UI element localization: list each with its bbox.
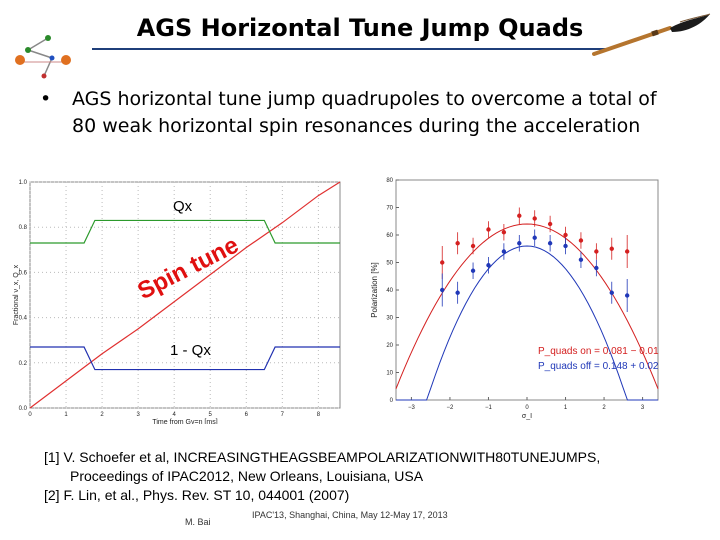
- qx-line: [30, 219, 340, 244]
- bullet-marker: •: [40, 88, 52, 110]
- data-point-quads-on: [609, 246, 614, 251]
- data-point-quads-off: [624, 293, 630, 298]
- tune-plot-frame: [29, 181, 341, 409]
- data-point-quads-on: [547, 221, 553, 227]
- tune-x-tick-label: 4: [173, 412, 177, 418]
- tune-x-tick-label: 1: [64, 412, 68, 418]
- bullet-text-line2: 80 weak horizontal spin resonances durin…: [72, 115, 641, 137]
- tune-plot-svg: 0 1 2 3 4 5 6 7 8 0.0 0.2 0.4 0.6 0.8 1.0 Time from Gγ=…: [13, 180, 341, 426]
- data-point-quads-off: [578, 257, 584, 262]
- data-point-quads-on: [624, 249, 630, 254]
- data-point-quads-off: [547, 241, 553, 246]
- tune-y-tick-label: 0.2: [19, 361, 28, 367]
- one-minus-qx-line: [30, 346, 340, 371]
- tune-x-tick-label: 3: [136, 412, 140, 418]
- polarization-plot-svg: −3 −2 −1 0 1 2 301020304050607080σ_IPolarizati…: [370, 178, 659, 420]
- data-point-quads-off: [594, 265, 599, 271]
- data-point-quads-on: [532, 216, 537, 221]
- pol-x-tick-label: −2: [447, 405, 455, 411]
- tune-y-axis-label: Fractional ν_x, Q_x: [13, 264, 20, 325]
- data-point-quads-off: [455, 290, 460, 295]
- qx-label: Qx: [173, 198, 193, 215]
- pol-y-tick-label: 60: [386, 233, 393, 239]
- one-minus-qx-label: 1 - Qx: [170, 342, 211, 359]
- tune-x-tick-label: 2: [100, 412, 104, 418]
- pol-y-tick-label: 50: [386, 261, 393, 267]
- reference-1-line2: Proceedings of IPAC2012, New Orleans, Lo…: [70, 468, 424, 484]
- tune-x-axis-label: Time from Gγ=n [ms]: [152, 419, 217, 424]
- data-point-quads-on: [470, 243, 476, 249]
- data-point-quads-off: [501, 249, 507, 254]
- tune-x-tick-label: 7: [281, 412, 285, 418]
- pol-x-tick-label: −3: [408, 405, 416, 411]
- bullet-text-line1: AGS horizontal tune jump quadrupoles to …: [72, 88, 657, 110]
- data-point-quads-on: [594, 249, 599, 254]
- pol-y-tick-label: 20: [386, 343, 393, 349]
- pol-x-tick-label: 1: [564, 405, 568, 411]
- legend-quads-on: P_quads on = 0.081 − 0.01: [538, 346, 659, 357]
- fit-curve-quads-on: [395, 223, 659, 389]
- tune-y-tick-label: 0.0: [19, 406, 28, 412]
- slide-title: AGS Horizontal Tune Jump Quads: [136, 14, 584, 42]
- pol-y-tick-label: 70: [386, 206, 393, 212]
- data-point-quads-off: [517, 241, 522, 246]
- pol-y-axis-label: Polarization [%]: [370, 262, 379, 318]
- data-point-quads-on: [440, 260, 445, 265]
- data-point-quads-on: [563, 232, 568, 238]
- data-point-quads-on: [455, 241, 460, 246]
- reference-1-line1: [1] V. Schoefer et al, INCREASINGTHEAGSB…: [44, 449, 601, 465]
- data-point-quads-on: [501, 230, 507, 235]
- tune-x-tick-label: 8: [317, 412, 321, 418]
- pol-y-tick-label: 10: [386, 371, 393, 377]
- data-point-quads-off: [563, 243, 568, 249]
- reference-2: [2] F. Lin, et al., Phys. Rev. ST 10, 04…: [44, 487, 350, 503]
- tune-x-tick-label: 0: [28, 412, 32, 418]
- footer-author: M. Bai: [185, 517, 211, 527]
- title-underline: [92, 48, 612, 50]
- pol-x-tick-label: 3: [641, 405, 645, 411]
- data-point-quads-off: [486, 263, 491, 268]
- references: [1] V. Schoefer et al, INCREASINGTHEAGSB…: [44, 448, 714, 505]
- spin-tune-line: [29, 181, 341, 409]
- tune-y-tick-label: 1.0: [19, 180, 28, 186]
- tune-x-tick-label: 6: [245, 412, 249, 418]
- tune-y-tick-label: 0.8: [19, 225, 28, 231]
- data-point-quads-off: [532, 235, 537, 240]
- fit-curve-quads-off: [396, 245, 658, 401]
- calligraphy-brush-icon: [592, 13, 711, 56]
- pol-y-tick-label: 0: [390, 398, 394, 404]
- pol-x-tick-label: −1: [485, 405, 493, 411]
- data-point-quads-on: [486, 227, 491, 232]
- tune-y-tick-label: 0.4: [19, 316, 28, 322]
- pol-x-tick-label: 2: [602, 405, 606, 411]
- data-point-quads-off: [609, 290, 614, 295]
- data-point-quads-off: [470, 268, 476, 273]
- footer-conference: IPAC'13, Shanghai, China, May 12-May 17,…: [252, 510, 448, 520]
- pol-y-tick-label: 80: [386, 178, 393, 184]
- tune-y-tick-label: 0.6: [19, 270, 28, 276]
- pol-y-tick-label: 30: [386, 316, 393, 322]
- data-point-quads-on: [517, 213, 522, 218]
- tune-plot-figure: 0 1 2 3 4 5 6 7 8 0.0 0.2 0.4 0.6 0.8 1.0 Time from Gγ=…: [10, 174, 360, 426]
- polarization-plot-figure: −3 −2 −1 0 1 2 3 0 10 20 30 40 50 60 70 80 σ_I Polarizati…: [368, 174, 664, 424]
- data-point-quads-off: [440, 287, 445, 293]
- pol-x-tick-label: 0: [525, 405, 529, 411]
- pol-x-axis-label: σ_I: [522, 413, 532, 420]
- legend-quads-off: P_quads off = 0.148 + 0.02: [538, 361, 659, 372]
- pol-y-tick-label: 40: [386, 288, 393, 294]
- rhic-logo-icon: [15, 35, 71, 79]
- tune-x-tick-label: 5: [209, 412, 213, 418]
- data-point-quads-on: [578, 238, 584, 243]
